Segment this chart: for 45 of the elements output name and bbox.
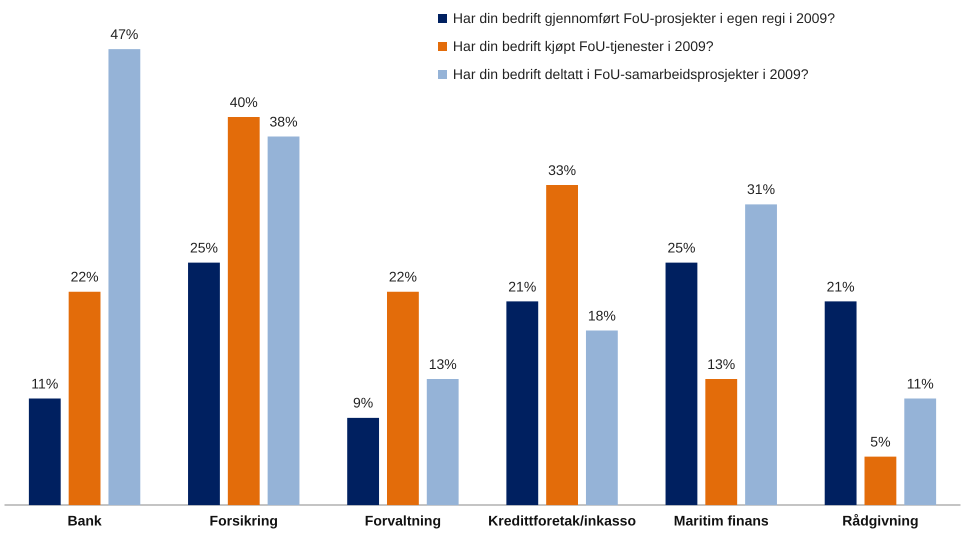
x-tick-label: Rådgivning xyxy=(842,512,919,528)
bar xyxy=(188,262,220,506)
x-tick-label: Kredittforetak/inkasso xyxy=(488,512,636,528)
data-label: 11% xyxy=(31,375,58,392)
data-label: 22% xyxy=(70,268,99,285)
x-tick-label: Maritim finans xyxy=(674,512,769,528)
bar xyxy=(824,301,857,506)
data-label: 33% xyxy=(548,162,576,178)
data-label: 13% xyxy=(428,356,457,372)
bar xyxy=(666,262,698,506)
bar xyxy=(426,379,459,506)
bar xyxy=(904,398,936,506)
data-label: 13% xyxy=(707,356,736,372)
x-tick-label: Forsikring xyxy=(210,512,278,528)
data-label: 11% xyxy=(906,375,934,392)
data-label: 21% xyxy=(508,278,536,294)
data-label: 21% xyxy=(826,278,855,294)
x-tick-label: Bank xyxy=(67,512,102,528)
bar xyxy=(387,292,419,506)
bar xyxy=(546,184,578,506)
bar xyxy=(506,301,538,506)
data-label: 40% xyxy=(230,94,258,110)
bar xyxy=(228,117,260,506)
data-label: 38% xyxy=(270,113,298,130)
bar xyxy=(705,379,738,506)
data-label: 9% xyxy=(353,394,374,411)
bar xyxy=(864,456,896,506)
data-label: 31% xyxy=(747,181,776,198)
legend-label: Har din bedrift deltatt i FoU-samarbeidsprosjekter i 2009? xyxy=(452,66,809,82)
legend-label: Har din bedrift gjennomført FoU-prosjekter i egen regi i 2009? xyxy=(452,10,835,26)
bar xyxy=(28,398,61,506)
legend-label: Har din bedrift kjøpt FoU-tjenester i 2009? xyxy=(452,38,714,54)
data-label: 47% xyxy=(110,26,138,42)
data-label: 25% xyxy=(667,239,696,256)
data-label: 5% xyxy=(870,434,891,450)
x-tick-label: Forvaltning xyxy=(364,512,442,528)
data-label: 25% xyxy=(190,239,218,256)
bar xyxy=(268,136,300,506)
data-label: 18% xyxy=(588,307,616,324)
bar xyxy=(108,49,140,506)
bar xyxy=(347,418,380,506)
bar xyxy=(586,330,618,506)
bar xyxy=(68,292,100,506)
bar xyxy=(745,204,777,506)
data-label: 22% xyxy=(388,268,417,285)
